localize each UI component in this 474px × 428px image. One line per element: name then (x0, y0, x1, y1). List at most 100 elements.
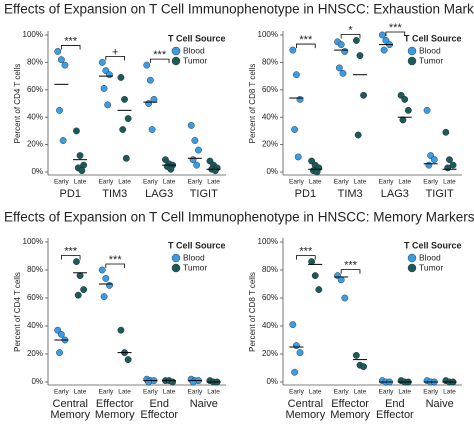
data-point (124, 356, 132, 363)
legend-label: Tumor (419, 55, 443, 65)
group-label: Early (54, 179, 70, 186)
data-point (104, 101, 112, 109)
category-label: End (385, 398, 405, 410)
significance-label: *** (344, 260, 358, 272)
legend-title: T Cell Source (168, 240, 226, 250)
y-tick-label: 60% (262, 85, 278, 94)
data-point (341, 294, 349, 302)
data-point (98, 266, 106, 274)
y-axis-label: Percent of CD8 T cells (248, 272, 257, 352)
data-point (100, 85, 108, 92)
data-point (145, 100, 152, 107)
data-point (313, 168, 321, 176)
group-label: Early (98, 389, 114, 396)
group-label: Late (354, 179, 367, 186)
group-label: Late (118, 389, 131, 396)
data-point (296, 95, 304, 103)
significance-label: * (348, 24, 353, 36)
category-label: Naive (426, 398, 454, 410)
data-point (195, 146, 202, 154)
data-point (339, 69, 347, 77)
significance-bracket (296, 255, 316, 260)
data-point (449, 161, 457, 169)
data-point (73, 127, 80, 135)
data-point (122, 154, 130, 162)
y-tick-label: 80% (27, 58, 43, 67)
data-point (57, 330, 65, 338)
data-point (121, 95, 128, 103)
y-tick-label: 80% (262, 265, 278, 274)
data-point (117, 74, 125, 81)
data-point (308, 258, 316, 265)
data-point (143, 61, 151, 69)
category-label: TIM3 (338, 188, 363, 200)
data-point (399, 116, 407, 124)
data-point (148, 126, 156, 133)
data-point (294, 153, 302, 161)
group-label: Late (207, 389, 220, 396)
group-label: Early (187, 179, 203, 186)
category-label: Central (53, 398, 88, 410)
data-point (289, 321, 297, 328)
category-label: TIM3 (102, 188, 127, 200)
data-point (423, 106, 431, 114)
legend-swatch (171, 253, 181, 263)
y-tick-label: 20% (262, 140, 278, 149)
legend-swatch (407, 263, 417, 273)
group-label: Late (74, 179, 87, 186)
data-point (119, 126, 127, 133)
data-point (337, 41, 345, 48)
y-tick-label: 100% (258, 237, 278, 246)
group-label: Late (398, 179, 411, 186)
legend-label: Blood (183, 45, 205, 55)
data-point (74, 291, 82, 299)
legend-label: Tumor (183, 262, 207, 272)
group-label: Late (443, 389, 456, 396)
significance-bracket (60, 255, 81, 260)
data-point (59, 137, 67, 144)
data-point (106, 71, 113, 79)
category-label: Memory (330, 409, 370, 421)
group-label: Early (289, 179, 305, 186)
category-label: Naive (190, 398, 218, 410)
data-point (360, 91, 367, 99)
data-point (124, 115, 132, 122)
y-axis-label: Percent of CD4 T cells (13, 272, 22, 352)
significance-bracket (60, 45, 81, 50)
group-label: Late (118, 179, 131, 186)
data-point (78, 167, 86, 175)
data-point (293, 71, 300, 79)
category-label: Effector (140, 409, 178, 421)
y-tick-label: 60% (27, 293, 43, 302)
group-label: Early (54, 389, 70, 396)
category-label: End (149, 398, 169, 410)
y-tick-label: 0% (31, 167, 43, 176)
y-tick-label: 40% (27, 112, 43, 121)
data-point (293, 342, 300, 349)
figure-title: Effects of Expansion on T Cell Immunophe… (4, 2, 474, 17)
significance-label: *** (64, 246, 78, 258)
data-point (98, 59, 106, 66)
group-label: Early (423, 389, 439, 396)
data-point (352, 37, 360, 44)
data-point (189, 156, 197, 164)
legend-title: T Cell Source (404, 240, 462, 250)
y-tick-label: 40% (262, 112, 278, 121)
data-point (76, 272, 84, 279)
y-axis-label: Percent of CD4 T cells (13, 64, 22, 144)
data-point (61, 61, 69, 69)
data-point (430, 156, 438, 164)
data-point (117, 326, 125, 334)
legend-swatch (171, 263, 181, 273)
data-point (404, 106, 412, 114)
legend-swatch (171, 46, 181, 56)
category-label: Effector (376, 409, 414, 421)
data-point (442, 128, 450, 136)
group-label: Early (379, 389, 395, 396)
legend-label: Blood (419, 252, 441, 262)
data-point (311, 272, 319, 279)
legend-label: Blood (183, 252, 205, 262)
data-point (100, 293, 108, 300)
category-label: TIGIT (190, 188, 218, 200)
